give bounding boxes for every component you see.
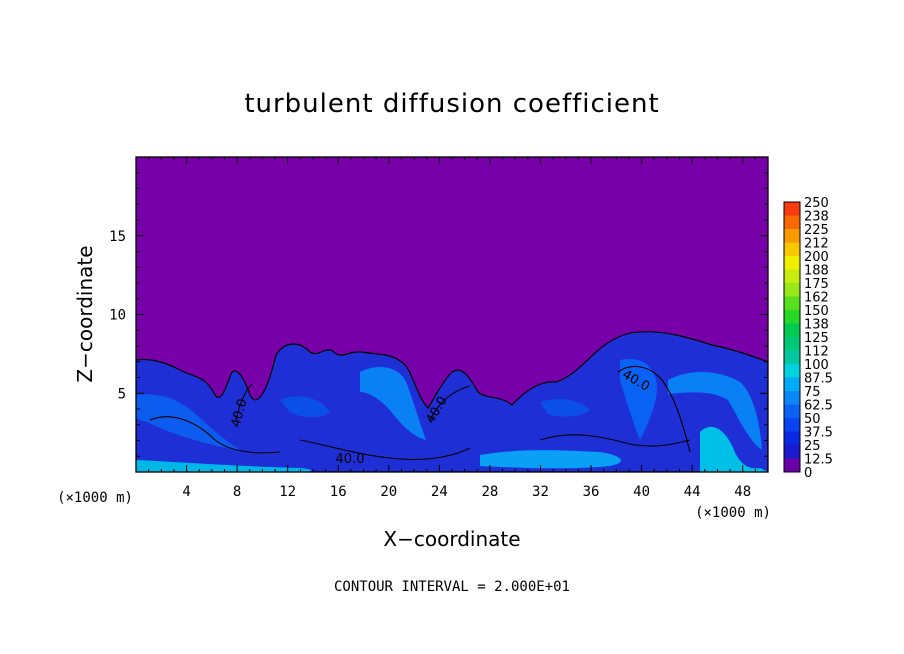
colorbar-swatch <box>784 242 800 256</box>
colorbar-frame <box>783 201 801 473</box>
colorbar-label: 37.5 <box>804 426 833 441</box>
x-axis: 4 8 12 16 20 24 28 32 36 40 44 48 <box>148 157 756 500</box>
chart-title: turbulent diffusion coefficient <box>244 89 659 119</box>
colorbar-label: 125 <box>804 331 829 346</box>
colorbar-label: 225 <box>804 223 829 238</box>
colorbar-swatch <box>784 404 800 418</box>
colorbar-label: 150 <box>804 304 829 319</box>
plot-area: 40.0 40.0 40.0 40.0 <box>135 156 769 473</box>
x-tick-label: 44 <box>684 484 701 500</box>
x-tick-label: 32 <box>532 484 549 500</box>
colorbar-swatch <box>784 310 800 324</box>
colorbar-label: 100 <box>804 358 829 373</box>
colorbar-swatch <box>784 445 800 459</box>
x-tick-label: 40 <box>633 484 650 500</box>
colorbar: 012.52537.55062.57587.510011212513815016… <box>783 196 833 481</box>
colorbar-label: 50 <box>804 412 821 427</box>
x-axis-label: X−coordinate <box>383 527 520 551</box>
colorbar-swatch <box>784 323 800 337</box>
x-tick-label: 24 <box>431 484 448 500</box>
colorbar-swatch <box>784 337 800 351</box>
colorbar-label: 188 <box>804 264 829 279</box>
x-tick-label: 48 <box>734 484 751 500</box>
colorbar-swatch <box>784 364 800 378</box>
x-tick-label: 16 <box>330 484 347 500</box>
colorbar-swatch <box>784 296 800 310</box>
colorbar-swatch <box>784 377 800 391</box>
turbulent-field <box>136 331 768 472</box>
x-tick-label: 4 <box>182 484 190 500</box>
colorbar-label: 87.5 <box>804 372 833 387</box>
y-axis: 5 10 15 <box>109 172 768 457</box>
x-tick-label: 20 <box>380 484 397 500</box>
colorbar-swatch <box>784 229 800 243</box>
colorbar-swatch <box>784 256 800 270</box>
colorbar-label: 175 <box>804 277 829 292</box>
colorbar-swatch <box>784 269 800 283</box>
x-tick-label: 8 <box>233 484 241 500</box>
colorbar-label: 200 <box>804 250 829 265</box>
x-tick-label: 36 <box>583 484 600 500</box>
colorbar-label: 75 <box>804 385 821 400</box>
colorbar-label: 62.5 <box>804 399 833 414</box>
x-unit-right: (×1000 m) <box>695 505 771 521</box>
colorbar-label: 212 <box>804 237 829 252</box>
colorbar-swatch <box>784 202 800 216</box>
y-tick-label: 5 <box>118 386 126 402</box>
colorbar-label: 25 <box>804 439 821 454</box>
x-tick-label: 28 <box>481 484 498 500</box>
y-tick-label: 15 <box>109 229 126 245</box>
colorbar-swatch <box>784 431 800 445</box>
colorbar-swatch <box>784 418 800 432</box>
colorbar-swatch <box>784 283 800 297</box>
x-unit-left: (×1000 m) <box>57 490 133 506</box>
colorbar-label: 112 <box>804 345 829 360</box>
colorbar-label: 12.5 <box>804 453 833 468</box>
colorbar-swatch <box>784 215 800 229</box>
contour-interval-note: CONTOUR INTERVAL = 2.000E+01 <box>334 579 570 595</box>
colorbar-label: 238 <box>804 210 829 225</box>
colorbar-label: 0 <box>804 466 812 481</box>
contour-label: 40.0 <box>336 452 365 467</box>
x-tick-label: 12 <box>279 484 296 500</box>
colorbar-swatch <box>784 391 800 405</box>
y-tick-label: 10 <box>109 308 126 324</box>
colorbar-swatch <box>784 350 800 364</box>
contour-label: 40.0 <box>229 397 251 429</box>
y-axis-label: Z−coordinate <box>73 245 97 382</box>
colorbar-label: 138 <box>804 318 829 333</box>
colorbar-label: 250 <box>804 196 829 211</box>
colorbar-label: 162 <box>804 291 829 306</box>
colorbar-swatch <box>784 458 800 472</box>
